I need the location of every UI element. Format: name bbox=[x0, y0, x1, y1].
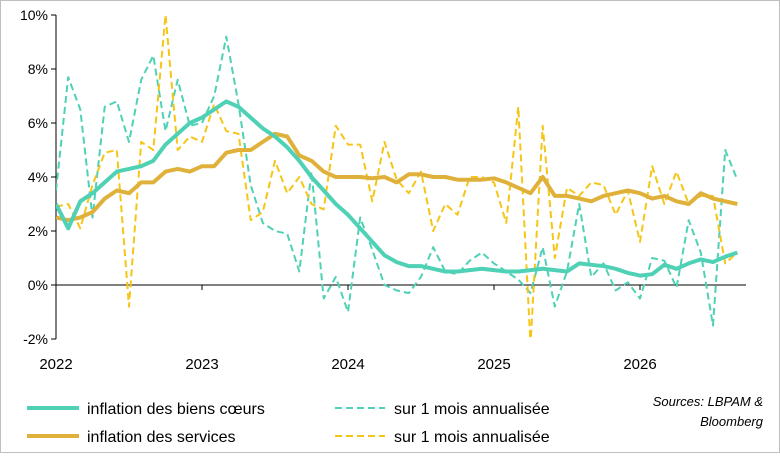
legend-label-services: inflation des services bbox=[87, 429, 236, 446]
y-tick-label: -2% bbox=[23, 331, 48, 347]
series-goods-monthly bbox=[56, 35, 739, 327]
legend-label-goods: inflation des biens cœurs bbox=[87, 401, 265, 418]
axes bbox=[51, 14, 746, 340]
x-tick-label: 2023 bbox=[185, 356, 218, 373]
source-line-1: Sources: LBPAM & bbox=[653, 394, 763, 409]
x-tick-label: 2024 bbox=[331, 356, 364, 373]
x-tick-label: 2022 bbox=[39, 356, 72, 373]
y-tick-label: 2% bbox=[28, 223, 48, 239]
y-tick-label: 6% bbox=[28, 115, 48, 131]
y-tick-label: 8% bbox=[28, 61, 48, 77]
x-tick-labels: 2022 2023 2024 2025 2026 bbox=[39, 356, 656, 373]
series-layer bbox=[56, 15, 739, 339]
y-tick-label: 0% bbox=[28, 277, 48, 293]
source-line-2: Bloomberg bbox=[700, 414, 764, 429]
y-tick-label: 4% bbox=[28, 169, 48, 185]
legend: inflation des biens cœurs sur 1 mois ann… bbox=[27, 401, 550, 446]
legend-label-services-monthly: sur 1 mois annualisée bbox=[394, 429, 550, 446]
y-tick-label: 10% bbox=[20, 7, 48, 23]
series-goods-core bbox=[56, 99, 738, 278]
y-tick-labels: 10% 8% 6% 4% 2% 0% -2% bbox=[20, 7, 48, 347]
x-tick-label: 2025 bbox=[477, 356, 510, 373]
x-tick-label: 2026 bbox=[623, 356, 656, 373]
series-services bbox=[56, 131, 738, 223]
legend-label-goods-monthly: sur 1 mois annualisée bbox=[394, 401, 550, 418]
series-services-monthly bbox=[56, 15, 738, 339]
